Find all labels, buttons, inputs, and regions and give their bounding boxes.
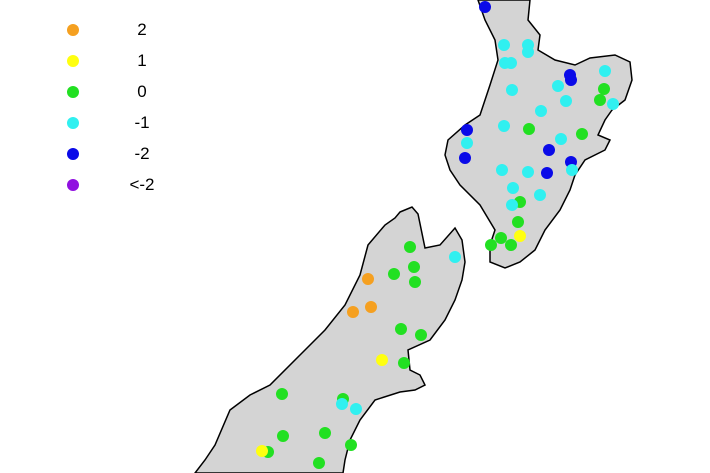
- station-point: [512, 216, 524, 228]
- legend-label: 0: [137, 82, 147, 101]
- north-island: [444, 0, 633, 269]
- legend-item: 1: [60, 51, 180, 71]
- legend-dot: [67, 55, 79, 67]
- station-point: [594, 94, 606, 106]
- legend-label: -1: [134, 113, 150, 132]
- station-point: [522, 46, 534, 58]
- station-point: [576, 128, 588, 140]
- station-point: [505, 239, 517, 251]
- station-point: [347, 306, 359, 318]
- station-point: [541, 167, 553, 179]
- station-point: [505, 57, 517, 69]
- station-point: [560, 95, 572, 107]
- station-point: [277, 430, 289, 442]
- station-point: [336, 398, 348, 410]
- station-point: [543, 144, 555, 156]
- station-point: [522, 166, 534, 178]
- station-point: [459, 152, 471, 164]
- station-point: [566, 164, 578, 176]
- legend-dot: [67, 86, 79, 98]
- station-point: [376, 354, 388, 366]
- station-point: [607, 98, 619, 110]
- station-point: [507, 182, 519, 194]
- station-point: [276, 388, 288, 400]
- station-point: [319, 427, 331, 439]
- station-point: [449, 251, 461, 263]
- station-point: [313, 457, 325, 469]
- station-point: [496, 164, 508, 176]
- legend-item: -2: [60, 144, 180, 164]
- station-point: [534, 189, 546, 201]
- legend-item: 2: [60, 20, 180, 40]
- station-point: [461, 137, 473, 149]
- station-point: [398, 357, 410, 369]
- station-point: [498, 120, 510, 132]
- legend-label: -2: [134, 144, 150, 163]
- legend-dot: [67, 179, 79, 191]
- legend-dot: [67, 148, 79, 160]
- station-point: [523, 123, 535, 135]
- station-point: [599, 65, 611, 77]
- station-point: [555, 133, 567, 145]
- station-points: [256, 1, 619, 469]
- legend-label: 2: [137, 20, 147, 39]
- station-point: [598, 83, 610, 95]
- station-point: [409, 276, 421, 288]
- station-point: [345, 439, 357, 451]
- station-point: [506, 84, 518, 96]
- legend-item: -1: [60, 113, 180, 133]
- station-point: [485, 239, 497, 251]
- legend-item: <-2: [60, 175, 180, 195]
- station-point: [461, 124, 473, 136]
- station-point: [350, 403, 362, 415]
- station-point: [498, 39, 510, 51]
- station-point: [256, 445, 268, 457]
- station-point: [506, 199, 518, 211]
- legend-dot: [67, 24, 79, 36]
- legend-label: 1: [137, 51, 147, 70]
- station-point: [415, 329, 427, 341]
- legend-label: <-2: [129, 175, 155, 194]
- station-point: [388, 268, 400, 280]
- station-point: [514, 230, 526, 242]
- station-point: [365, 301, 377, 313]
- station-point: [408, 261, 420, 273]
- station-point: [535, 105, 547, 117]
- station-point: [552, 80, 564, 92]
- station-point: [565, 74, 577, 86]
- station-point: [495, 232, 507, 244]
- station-point: [362, 273, 374, 285]
- legend-dot: [67, 117, 79, 129]
- station-point: [404, 241, 416, 253]
- station-point: [395, 323, 407, 335]
- station-point: [479, 1, 491, 13]
- legend-item: 0: [60, 82, 180, 102]
